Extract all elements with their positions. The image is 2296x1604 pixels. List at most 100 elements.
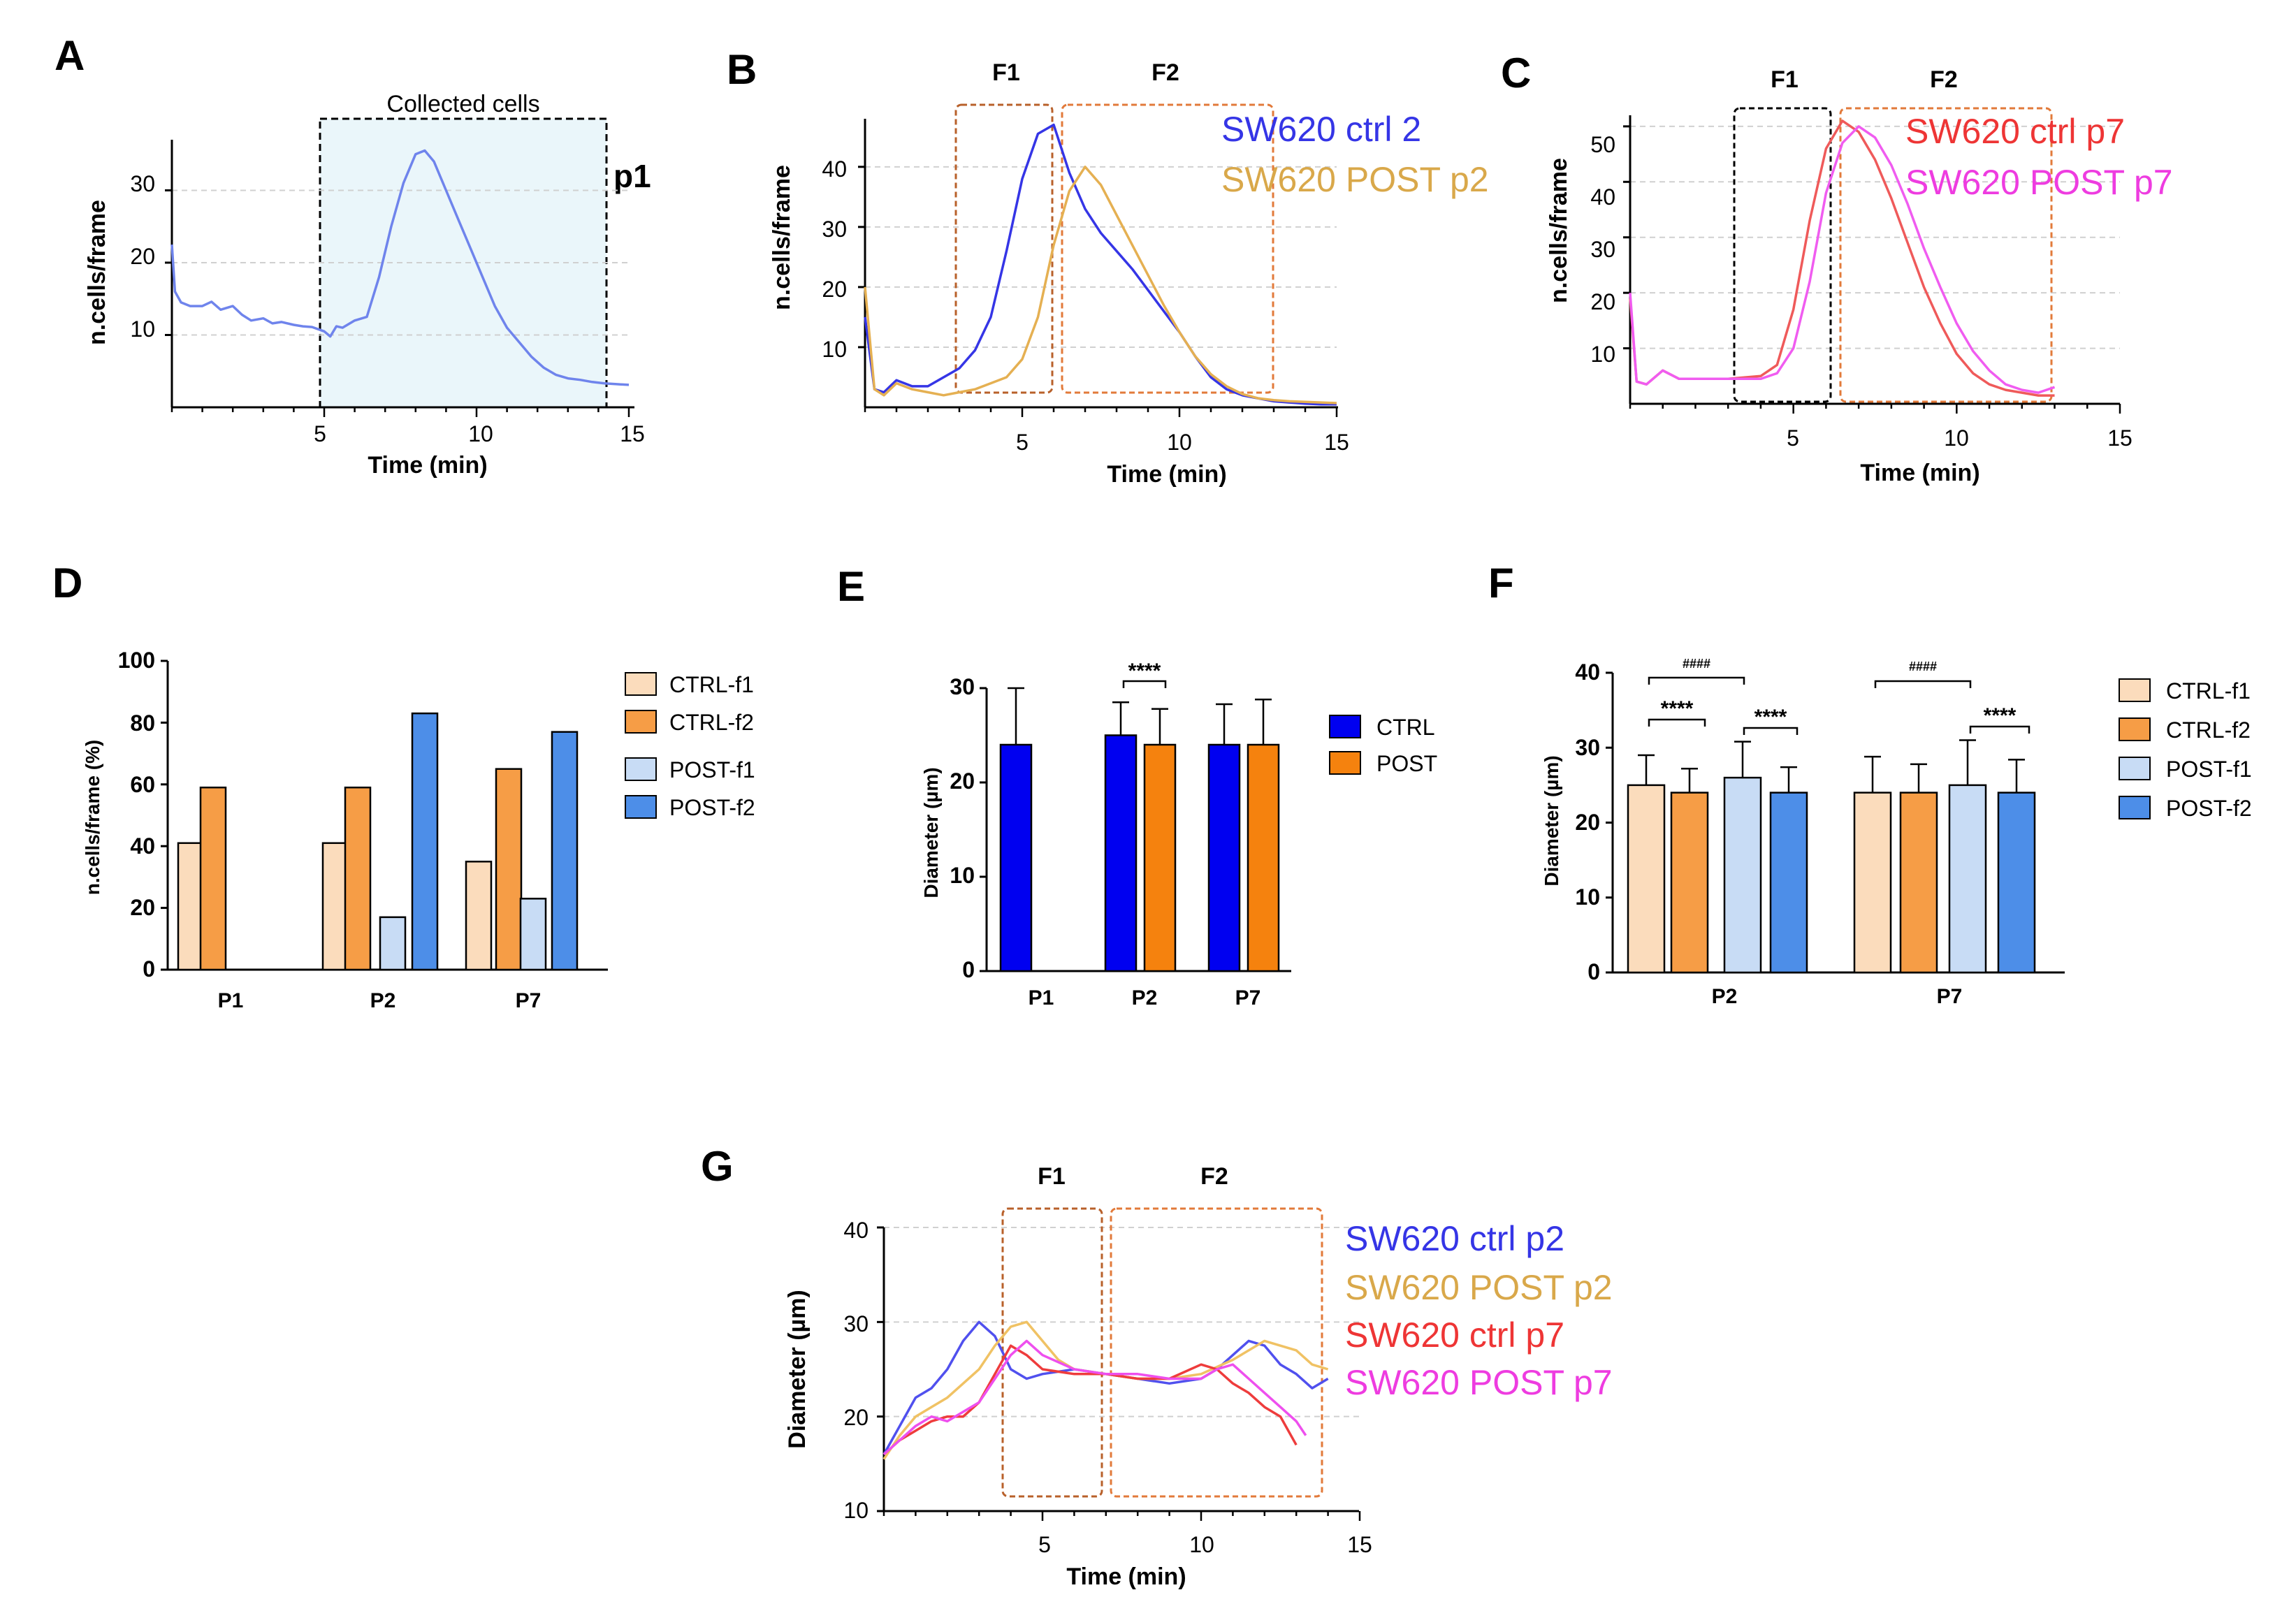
legend-swatch-post-f2 — [2119, 796, 2151, 819]
bar-post-p2 — [1143, 743, 1177, 972]
y-ticks-a — [165, 189, 172, 336]
legend-swatch-ctrl-f1 — [625, 672, 657, 696]
y-tick-label: 20 — [1590, 289, 1615, 314]
legend-label-ctrl-f2: CTRL-f2 — [2166, 717, 2251, 743]
fraction-box-f1 — [954, 103, 1054, 394]
x-tick-label: 5 — [1787, 425, 1799, 451]
bars-d — [177, 712, 579, 971]
fraction-label-f1: F1 — [1038, 1163, 1066, 1190]
y-tick-label: 30 — [130, 171, 155, 196]
y-ticks-g — [877, 1226, 884, 1512]
x-axis-title-c: Time (min) — [1860, 460, 1979, 486]
series-line-sw620-post-p7 — [882, 1339, 1307, 1456]
y-ticks-b — [858, 166, 865, 349]
significance-bracket — [1743, 727, 1799, 735]
significance-marker: **** — [1754, 706, 1787, 729]
y-tick-label: 80 — [130, 710, 155, 736]
x-ticks-a — [170, 407, 630, 417]
panel-label-e: E — [837, 563, 865, 610]
x-tick-label: 15 — [2107, 425, 2132, 451]
y-tick-label: 0 — [1587, 959, 1600, 984]
x-ticks-b — [864, 407, 1338, 417]
legend-label-ctrl: CTRL — [1376, 715, 1435, 740]
legend-label-ctrl-f1: CTRL-f1 — [2166, 678, 2251, 703]
bar-ctrl-f2-p2 — [344, 786, 372, 971]
series-label-sw620-post-p2: SW620 POST p2 — [1221, 160, 1489, 199]
bar-ctrl-f2-p2 — [1670, 792, 1709, 974]
bar-ctrl-f2-p1 — [199, 786, 227, 971]
x-axis-title-b: Time (min) — [1107, 461, 1226, 488]
x-tick-label: 10 — [1189, 1532, 1214, 1557]
y-tick-label: 30 — [843, 1311, 869, 1336]
significance-bracket — [1122, 680, 1167, 688]
y-tick-label: 40 — [1590, 184, 1615, 210]
x-tick-label: 10 — [1167, 430, 1192, 455]
x-tick-label: 5 — [314, 421, 326, 446]
bar-post-f1-p2 — [379, 916, 407, 971]
series-lines-g — [882, 1320, 1329, 1460]
panel-label-a: A — [55, 32, 85, 79]
panel-a: A Collected cells p1 5 10 15 10 20 30 Ti… — [55, 32, 651, 479]
series-line-sw620-post-p2 — [864, 166, 1337, 404]
series-label-sw620-ctrl-p7: SW620 ctrl p7 — [1345, 1315, 1564, 1355]
significance-bracket — [1874, 680, 1972, 688]
y-axis-title-b: n.cells/frame — [769, 165, 795, 310]
legend-label-post-f1: POST-f1 — [669, 757, 755, 782]
bars-e — [999, 687, 1280, 972]
x-tick-label: 15 — [1324, 430, 1349, 455]
panel-b: B F1 F2 5 10 15 10 20 30 40 Time (min) n… — [727, 46, 1489, 488]
bar-ctrl-p7 — [1207, 743, 1241, 972]
y-tick-label: 0 — [962, 957, 975, 982]
x-tick-label: 15 — [620, 421, 645, 446]
category-label: P2 — [1712, 985, 1738, 1008]
bar-ctrl-f1-p2 — [321, 842, 349, 971]
legend-label-post-f1: POST-f1 — [2166, 757, 2252, 782]
series-line-sw620-ctrl-p7 — [1629, 119, 2055, 397]
fraction-label-f2: F2 — [1151, 59, 1179, 86]
y-tick-label: 40 — [1575, 659, 1600, 685]
y-axis-title-f: Diameter (µm) — [1541, 755, 1562, 886]
panel-d: D 0 20 40 60 80 100 n.cells/frame (%) P1… — [52, 560, 755, 1012]
x-tick-label: 15 — [1347, 1532, 1372, 1557]
legend-swatch-ctrl — [1329, 715, 1361, 738]
significance-marker: **** — [1984, 704, 2017, 727]
y-tick-label: 20 — [950, 768, 975, 794]
category-label: P7 — [1937, 985, 1963, 1008]
legend-swatch-post — [1329, 751, 1361, 775]
bar-ctrl-f1-p1 — [177, 842, 205, 971]
series-line-p1 — [170, 149, 630, 386]
y-tick-label: 10 — [1590, 342, 1615, 367]
bar-ctrl-p1 — [999, 743, 1033, 972]
series-label-sw620-ctrl-p7: SW620 ctrl p7 — [1905, 112, 2125, 151]
y-ticks-c — [1623, 125, 1630, 350]
significance-marker: #### — [1683, 657, 1710, 671]
y-ticks-d — [161, 659, 168, 971]
legend-swatch-post-f1 — [2119, 757, 2151, 780]
panel-label-g: G — [701, 1143, 734, 1190]
y-axis-title-a: n.cells/frame — [84, 200, 110, 345]
y-axis-title-d: n.cells/frame (%) — [82, 740, 103, 896]
y-ticks-f — [1606, 671, 1613, 974]
fraction-label-f1: F1 — [1771, 66, 1799, 93]
collected-cells-label: Collected cells — [386, 91, 539, 117]
y-tick-label: 10 — [130, 316, 155, 342]
bar-post-f2-p7 — [551, 731, 579, 971]
category-label: P1 — [1029, 986, 1054, 1009]
bar-post-f1-p7 — [519, 898, 547, 971]
y-tick-label: 10 — [1575, 884, 1600, 910]
legend-swatch-ctrl-f1 — [2119, 678, 2151, 702]
legend-swatch-ctrl-f2 — [2119, 717, 2151, 741]
legend-swatch-post-f2 — [625, 795, 657, 819]
series-lines-c — [1629, 119, 2056, 397]
significance-marker: #### — [1909, 659, 1937, 673]
y-tick-label: 20 — [843, 1405, 869, 1430]
fraction-label-f2: F2 — [1930, 66, 1958, 93]
y-axis-title-c: n.cells/frame — [1546, 158, 1572, 303]
series-line-sw620-ctrl-p7 — [882, 1344, 1298, 1456]
series-label-sw620-post-p7: SW620 POST p7 — [1345, 1363, 1613, 1402]
bar-post-p7 — [1247, 743, 1280, 972]
x-tick-label: 10 — [468, 421, 493, 446]
y-tick-label: 30 — [1590, 237, 1615, 262]
fraction-box-f2 — [1839, 107, 2053, 403]
bar-post-f2-p2 — [411, 712, 439, 971]
